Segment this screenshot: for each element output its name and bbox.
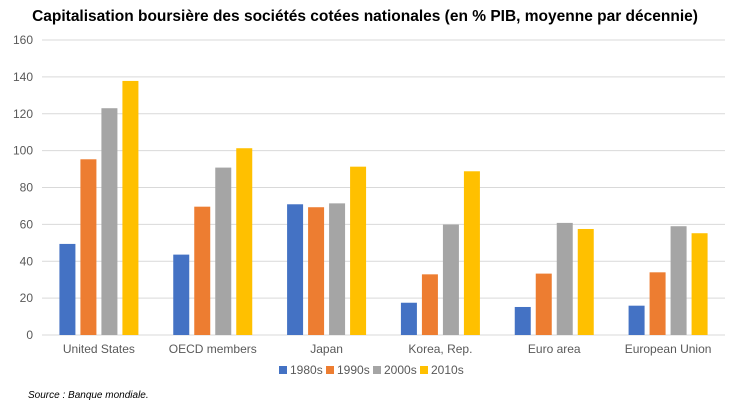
y-tick-label: 100 <box>13 144 33 158</box>
chart-title: Capitalisation boursière des sociétés co… <box>32 8 698 25</box>
bar-2000s <box>101 108 118 335</box>
bar-1990s <box>421 274 438 335</box>
y-tick-label: 80 <box>20 181 34 195</box>
y-tick-label: 140 <box>13 70 33 84</box>
legend-swatch <box>279 366 287 374</box>
legend-swatch <box>420 366 428 374</box>
bar-1980s <box>287 204 304 335</box>
legend-swatch <box>373 366 381 374</box>
source-note: Source : Banque mondiale. <box>28 390 149 401</box>
bar-2010s <box>122 80 139 336</box>
bar-1990s <box>535 273 552 335</box>
y-tick-label: 20 <box>20 291 34 305</box>
legend-label: 1990s <box>337 363 370 377</box>
bar-2010s <box>577 228 594 335</box>
bar-1980s <box>59 243 76 335</box>
bar-2000s <box>442 224 459 335</box>
bar-1980s <box>173 254 190 335</box>
bar-2000s <box>215 167 232 335</box>
bar-1990s <box>649 272 666 335</box>
x-tick-label: United States <box>63 342 135 356</box>
legend-label: 2010s <box>431 363 464 377</box>
bar-1990s <box>80 159 97 335</box>
legend-swatch <box>326 366 334 374</box>
bar-2000s <box>556 222 573 335</box>
y-tick-label: 120 <box>13 107 33 121</box>
y-tick-label: 60 <box>20 217 34 231</box>
x-tick-label: Euro area <box>528 342 581 356</box>
y-tick-label: 40 <box>20 254 34 268</box>
legend-label: 1980s <box>290 363 323 377</box>
bar-2000s <box>329 203 346 335</box>
bar-1990s <box>194 206 211 335</box>
x-tick-label: OECD members <box>169 342 257 356</box>
bar-1990s <box>308 207 325 335</box>
legend-label: 2000s <box>384 363 417 377</box>
bar-1980s <box>400 302 417 335</box>
bar-1980s <box>628 305 645 335</box>
bar-2000s <box>670 226 687 335</box>
bar-2010s <box>691 233 708 335</box>
x-tick-label: Korea, Rep. <box>408 342 472 356</box>
x-tick-label: European Union <box>625 342 712 356</box>
y-tick-label: 0 <box>26 328 33 342</box>
bar-2010s <box>236 148 253 335</box>
bar-2010s <box>463 171 480 335</box>
bar-2010s <box>350 166 367 335</box>
bar-1980s <box>514 306 531 335</box>
x-tick-label: Japan <box>310 342 343 356</box>
y-tick-label: 160 <box>13 33 33 47</box>
